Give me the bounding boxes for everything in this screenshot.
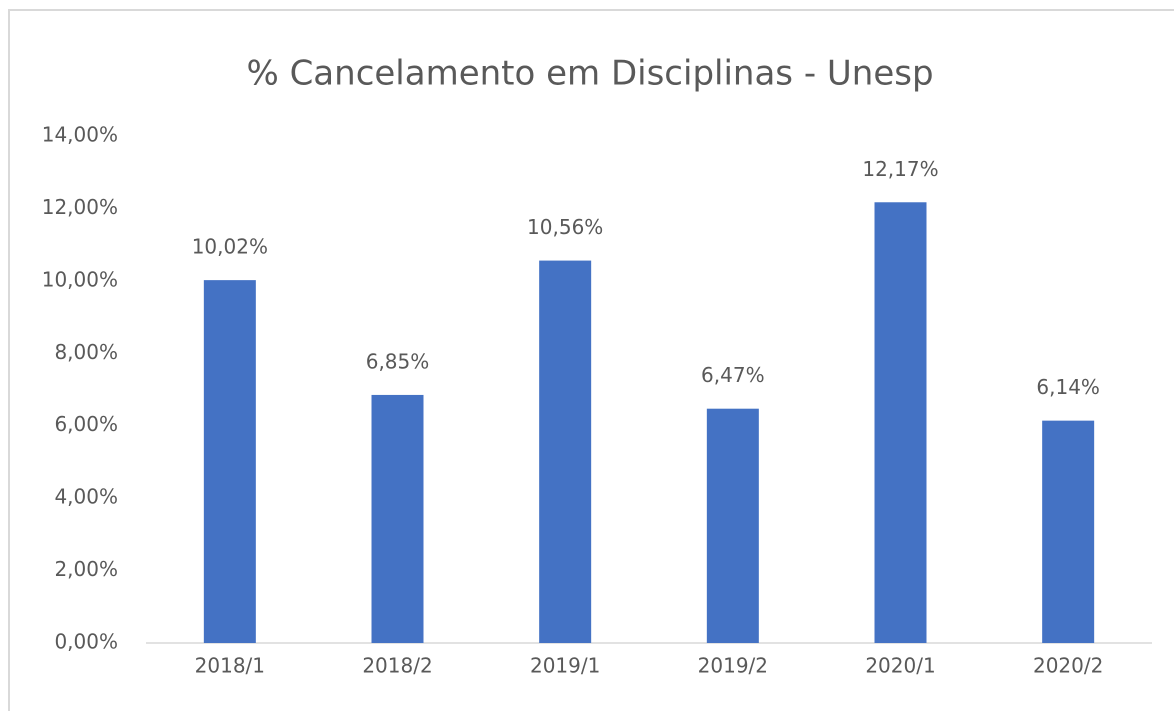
y-tick-label: 4,00% bbox=[54, 485, 118, 509]
data-label: 6,14% bbox=[1036, 375, 1100, 399]
chart-title: % Cancelamento em Disciplinas - Unesp bbox=[246, 54, 933, 94]
y-tick-label: 0,00% bbox=[54, 630, 118, 654]
x-tick-label: 2019/1 bbox=[530, 654, 600, 678]
bar bbox=[539, 260, 592, 643]
x-tick-label: 2018/2 bbox=[362, 654, 432, 678]
data-label: 10,56% bbox=[527, 215, 603, 239]
x-tick-label: 2020/2 bbox=[1033, 654, 1103, 678]
bar bbox=[203, 280, 256, 643]
y-tick-label: 14,00% bbox=[42, 123, 118, 147]
x-tick-label: 2019/2 bbox=[698, 654, 768, 678]
data-label: 6,47% bbox=[701, 363, 765, 387]
x-tick-label: 2020/1 bbox=[865, 654, 935, 678]
bar bbox=[706, 408, 759, 643]
bar bbox=[874, 202, 927, 643]
chart-border bbox=[8, 9, 1174, 715]
bar bbox=[371, 394, 424, 643]
data-label: 12,17% bbox=[862, 157, 938, 181]
y-tick-label: 8,00% bbox=[54, 340, 118, 364]
y-tick-label: 12,00% bbox=[42, 195, 118, 219]
data-label: 6,85% bbox=[366, 349, 430, 373]
y-tick-label: 2,00% bbox=[54, 557, 118, 581]
bar bbox=[1042, 420, 1095, 643]
y-tick-label: 10,00% bbox=[42, 267, 118, 291]
y-tick-label: 6,00% bbox=[54, 412, 118, 436]
data-label: 10,02% bbox=[192, 235, 268, 259]
x-tick-label: 2018/1 bbox=[195, 654, 265, 678]
